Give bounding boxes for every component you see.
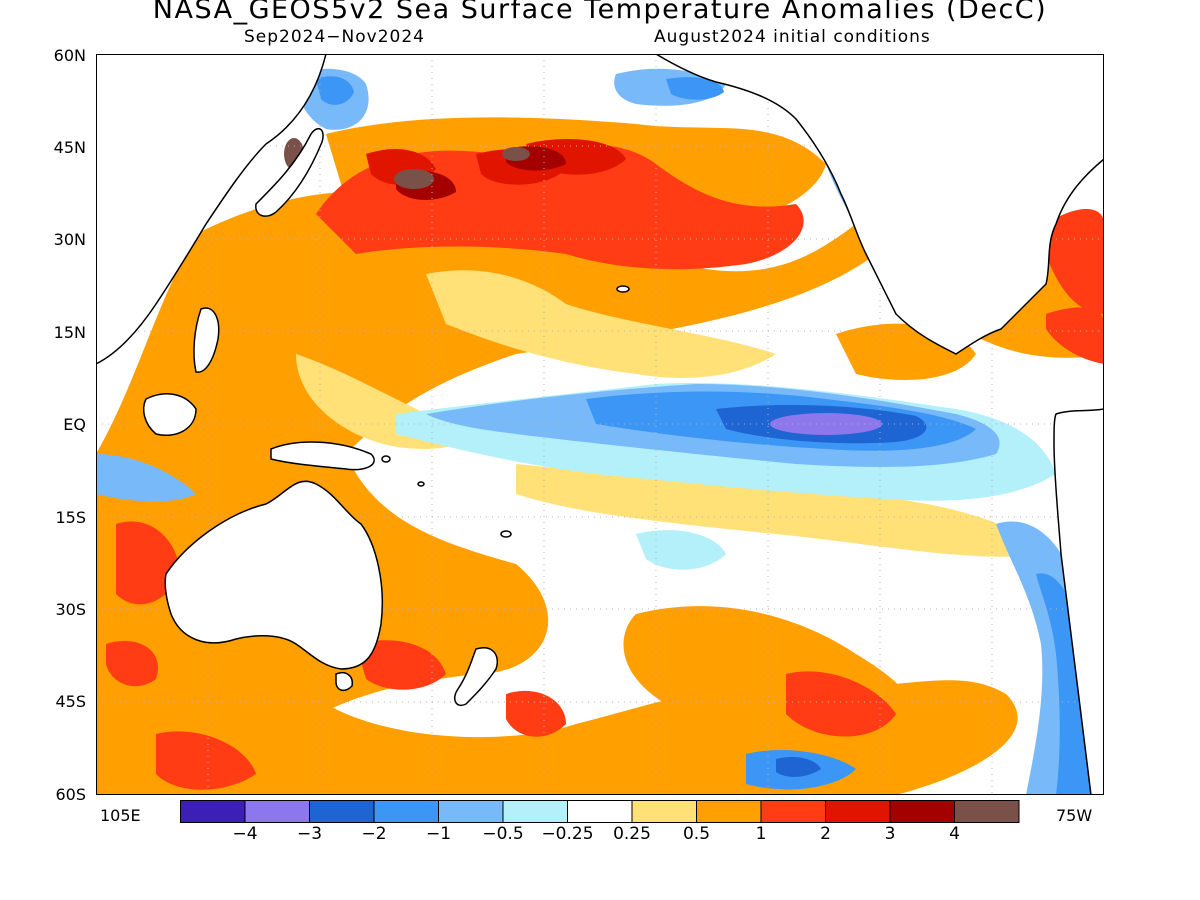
colorbar-swatch — [696, 800, 762, 823]
cool-anomaly-layer — [96, 68, 1104, 795]
lat-label-eq: EQ — [63, 415, 86, 434]
asia-coast — [96, 54, 327, 365]
north-america — [654, 54, 1104, 355]
colorbar — [180, 800, 1020, 823]
lat-label-30n: 30N — [53, 230, 86, 249]
borneo — [143, 393, 197, 436]
lat-label-45s: 45S — [55, 692, 86, 711]
colorbar-swatch — [502, 800, 568, 823]
colorbar-tick-label: −2 — [361, 824, 387, 844]
philippines — [193, 307, 220, 373]
lat-label-15s: 15S — [55, 508, 86, 527]
sst-anomaly-map — [96, 54, 1104, 795]
colorbar-tick-label: −0.25 — [541, 824, 594, 844]
colorbar-swatch — [631, 800, 697, 823]
tasmania — [335, 672, 354, 692]
colorbar-tick-label: −3 — [296, 824, 323, 844]
colorbar-swatch — [438, 800, 504, 823]
colorbar-swatch — [889, 800, 955, 823]
japan — [255, 127, 324, 217]
colorbar-tick-label: 1 — [755, 824, 767, 844]
forecast-period: Sep2024−Nov2024 — [244, 27, 425, 47]
lat-label-15n: 15N — [53, 323, 86, 342]
colorbar-swatch — [244, 800, 310, 823]
lat-label-60s: 60S — [55, 785, 86, 804]
colorbar-swatch — [309, 800, 375, 823]
colorbar-swatch — [373, 800, 439, 823]
hawaii — [616, 285, 630, 293]
colorbar-swatch — [954, 800, 1020, 823]
coastlines — [96, 54, 1104, 795]
lat-label-45n: 45N — [53, 138, 86, 157]
colorbar-tick-label: −1 — [425, 824, 452, 844]
initial-conditions-label: August2024 initial conditions — [654, 27, 931, 47]
map-title: NASA_GEOS5v2 Sea Surface Temperature Ano… — [152, 0, 1048, 25]
new-zealand — [454, 647, 498, 706]
colorbar-swatch — [825, 800, 891, 823]
lat-label-60n: 60N — [53, 46, 86, 65]
new-guinea — [270, 441, 375, 471]
map-frame — [96, 54, 1104, 795]
colorbar-tick-label: −0.5 — [482, 824, 524, 844]
colorbar-swatch — [760, 800, 826, 823]
colorbar-swatch — [180, 800, 246, 823]
lat-label-30s: 30S — [55, 600, 86, 619]
colorbar-tick-label: 4 — [949, 824, 960, 844]
colorbar-swatch — [567, 800, 633, 823]
australia-landmass — [164, 480, 384, 670]
colorbar-tick-label: 2 — [820, 824, 831, 844]
colorbar-tick-label: 0.25 — [613, 824, 651, 844]
colorbar-tick-label: −4 — [232, 824, 258, 844]
colorbar-tick-label: 3 — [884, 824, 896, 844]
colorbar-tick-label: 0.5 — [682, 824, 711, 844]
lon-label-left: 105E — [100, 806, 141, 825]
lon-label-right: 75W — [1056, 806, 1093, 825]
south-america — [1053, 408, 1104, 795]
